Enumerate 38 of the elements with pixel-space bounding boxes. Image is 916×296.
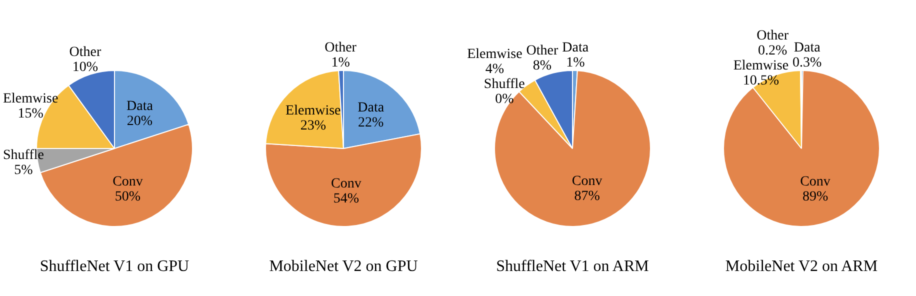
slice-label: Elemwise bbox=[733, 58, 789, 74]
slice-label: Other bbox=[69, 45, 102, 60]
data-label: 0.2% bbox=[758, 43, 788, 58]
text: ShuffleNet V1 on ARM bbox=[495, 258, 650, 276]
text: ShuffleNet V1 on GPU bbox=[38, 258, 190, 276]
slice-label: Conv bbox=[572, 174, 602, 190]
slice-label: Other bbox=[324, 40, 357, 56]
text: MobileNet V2 on GPU bbox=[268, 258, 419, 276]
slice-label: Conv bbox=[112, 174, 143, 190]
data-label: 1% bbox=[566, 56, 586, 71]
data-label: 87% bbox=[574, 189, 600, 204]
slice-label: Conv bbox=[800, 174, 830, 190]
data-label: 23% bbox=[300, 118, 326, 134]
slice-label: Other bbox=[756, 28, 789, 44]
slice-label: Shuffle bbox=[2, 148, 44, 164]
data-label: 15% bbox=[18, 106, 44, 122]
data-label: 54% bbox=[333, 191, 360, 206]
data-label: 5% bbox=[14, 163, 34, 178]
data-label: 0.3% bbox=[792, 56, 822, 71]
slice-label: Data bbox=[358, 100, 385, 116]
text: MobileNet V2 on ARM bbox=[724, 258, 879, 276]
slice-label: Elemwise bbox=[286, 103, 341, 118]
slice-label: Data bbox=[562, 40, 590, 56]
data-label: 22% bbox=[358, 116, 384, 131]
data-label: 10% bbox=[72, 60, 98, 76]
slice-label: Elemwise bbox=[467, 47, 522, 62]
data-label: 8% bbox=[532, 58, 552, 74]
data-label: 20% bbox=[126, 114, 153, 129]
slice-label: Data bbox=[794, 40, 822, 56]
text: 0% bbox=[495, 92, 514, 108]
slice-label: Data bbox=[126, 98, 154, 114]
data-label: 1% bbox=[331, 56, 350, 71]
slice-label: Conv bbox=[331, 176, 362, 192]
slice-label: Other bbox=[526, 44, 559, 59]
data-label: 89% bbox=[802, 189, 828, 204]
data-label: 50% bbox=[114, 189, 141, 204]
data-label: 4% bbox=[485, 62, 504, 78]
category-label: Shuffle bbox=[484, 77, 525, 92]
